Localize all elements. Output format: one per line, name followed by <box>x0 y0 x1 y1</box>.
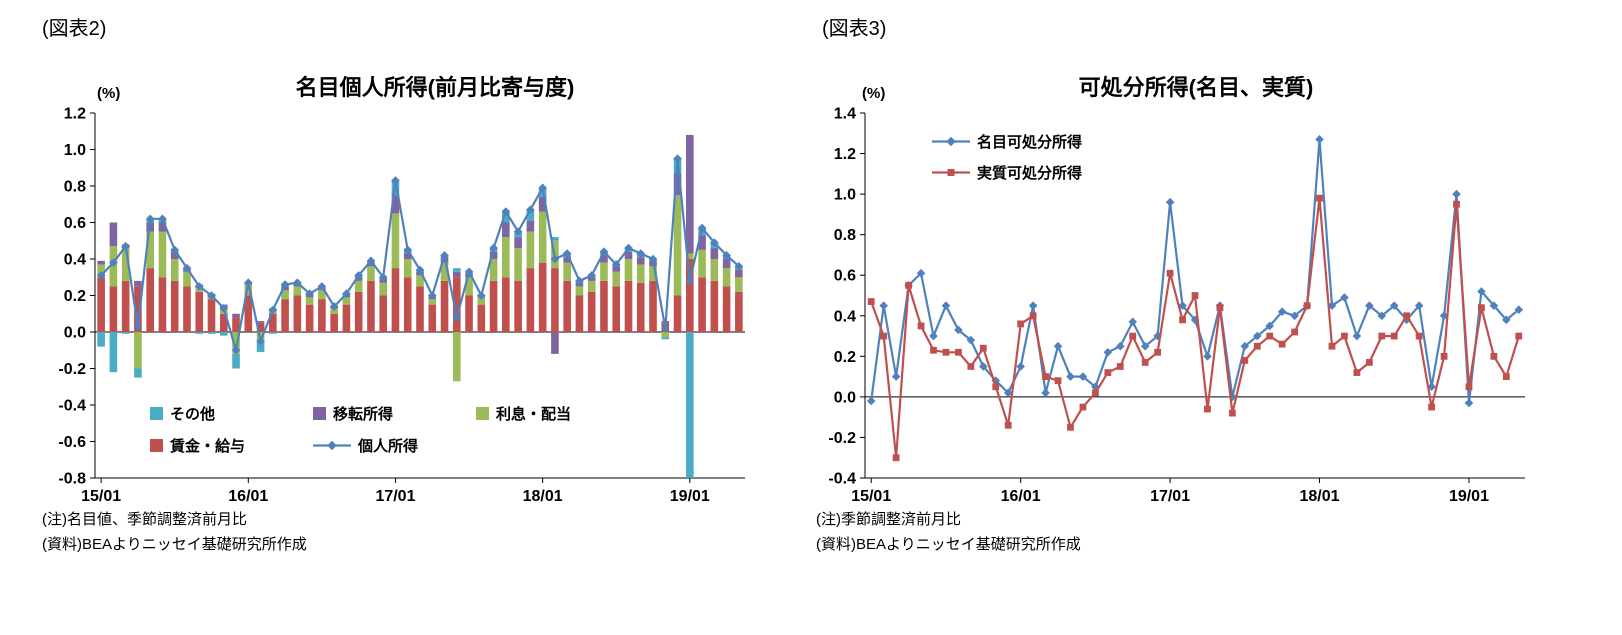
svg-text:16/01: 16/01 <box>1001 488 1041 505</box>
svg-text:0.0: 0.0 <box>834 389 856 406</box>
legend-label: 実質可処分所得 <box>977 165 1083 182</box>
figure3-notes: (注)季節調整済前月比 (資料)BEAよりニッセイ基礎研究所作成 <box>816 507 1081 557</box>
svg-text:15/01: 15/01 <box>81 488 121 505</box>
svg-text:0.4: 0.4 <box>834 308 856 325</box>
svg-text:17/01: 17/01 <box>375 488 415 505</box>
svg-text:0.6: 0.6 <box>64 215 86 232</box>
figure3-legend: 名目可処分所得 実質可処分所得 <box>932 131 1082 193</box>
svg-text:-0.6: -0.6 <box>58 434 86 451</box>
legend-label: 利息・配当 <box>496 406 572 423</box>
legend-label: 賃金・給与 <box>170 438 246 455</box>
svg-text:-0.4: -0.4 <box>828 471 856 488</box>
legend-item-real-disposable-income: 実質可処分所得 <box>932 162 1082 183</box>
figure2-tag: (図表2) <box>42 18 107 40</box>
figure3-chart-line: -0.4 -0.2 0.0 0.2 0.4 0.6 0.8 1.0 1.2 1.4 15/01 16/… <box>828 106 1525 505</box>
legend-swatch-icon <box>150 407 163 420</box>
figure2-note-1: (注)名目値、季節調整済前月比 <box>42 511 247 528</box>
figure2-legend-row-1: その他 移転所得 利息・配当 <box>150 403 639 424</box>
svg-text:0.2: 0.2 <box>64 288 86 305</box>
figure3-unit-label: (%) <box>862 85 886 102</box>
legend-label: その他 <box>170 406 216 423</box>
legend-line-marker-icon <box>313 440 351 451</box>
svg-text:-0.2: -0.2 <box>828 430 856 447</box>
svg-text:0.8: 0.8 <box>834 227 856 244</box>
svg-text:0.6: 0.6 <box>834 268 856 285</box>
svg-text:-0.8: -0.8 <box>58 471 86 488</box>
legend-swatch-icon <box>313 407 326 420</box>
legend-label: 個人所得 <box>358 438 419 455</box>
figure3-title: 可処分所得(名目、実質) <box>1078 75 1314 100</box>
legend-swatch-icon <box>476 407 489 420</box>
figure2-note-2: (資料)BEAよりニッセイ基礎研究所作成 <box>42 536 307 553</box>
svg-text:-0.4: -0.4 <box>58 398 86 415</box>
figure3-note-1: (注)季節調整済前月比 <box>816 511 961 528</box>
svg-text:1.2: 1.2 <box>64 106 86 123</box>
legend-line-marker-icon <box>932 136 970 147</box>
svg-text:0.8: 0.8 <box>64 179 86 196</box>
svg-text:0.4: 0.4 <box>64 252 86 269</box>
svg-text:17/01: 17/01 <box>1150 488 1190 505</box>
svg-text:1.0: 1.0 <box>64 142 86 159</box>
legend-item-personal-income: 個人所得 <box>313 435 476 456</box>
legend-item-other: その他 <box>150 403 313 424</box>
svg-text:18/01: 18/01 <box>523 488 563 505</box>
svg-text:16/01: 16/01 <box>228 488 268 505</box>
svg-text:1.0: 1.0 <box>834 187 856 204</box>
figure2-legend-row-2: 賃金・給与 個人所得 <box>150 435 476 456</box>
svg-text:0.2: 0.2 <box>834 349 856 366</box>
svg-text:1.4: 1.4 <box>834 106 856 123</box>
figure3-tag: (図表3) <box>822 18 887 40</box>
svg-text:-0.2: -0.2 <box>58 361 86 378</box>
svg-text:1.2: 1.2 <box>834 146 856 163</box>
legend-item-transfer: 移転所得 <box>313 403 476 424</box>
svg-text:19/01: 19/01 <box>670 488 710 505</box>
legend-item-nominal-disposable-income: 名目可処分所得 <box>932 131 1082 152</box>
legend-item-interest-dividends: 利息・配当 <box>476 403 639 424</box>
legend-swatch-icon <box>150 439 163 452</box>
svg-text:0.0: 0.0 <box>64 325 86 342</box>
figure2-unit-label: (%) <box>97 85 121 102</box>
svg-text:19/01: 19/01 <box>1449 488 1489 505</box>
legend-label: 移転所得 <box>333 406 394 423</box>
figure2-notes: (注)名目値、季節調整済前月比 (資料)BEAよりニッセイ基礎研究所作成 <box>42 507 307 557</box>
legend-item-wages: 賃金・給与 <box>150 435 313 456</box>
figure3-note-2: (資料)BEAよりニッセイ基礎研究所作成 <box>816 536 1081 553</box>
figure2-chart-stacked-bar-line: -0.8 -0.6 -0.4 -0.2 0.0 0.2 0.4 0.6 0.8 1.0 1.2 15/… <box>58 106 745 505</box>
figure2-title: 名目個人所得(前月比寄与度) <box>295 75 575 100</box>
svg-text:18/01: 18/01 <box>1300 488 1340 505</box>
svg-text:15/01: 15/01 <box>851 488 891 505</box>
legend-label: 名目可処分所得 <box>977 134 1083 151</box>
legend-line-marker-icon <box>932 169 970 176</box>
